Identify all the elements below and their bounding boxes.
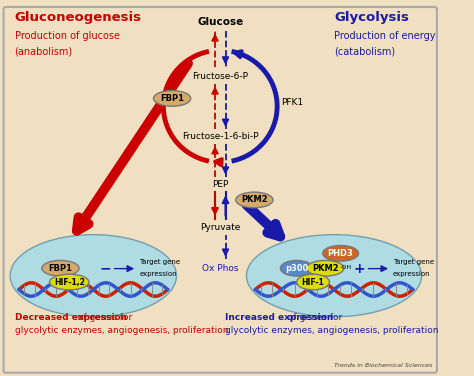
Text: PKM2: PKM2 (241, 196, 268, 205)
Text: of genes for: of genes for (75, 313, 132, 322)
Text: (catabolism): (catabolism) (334, 47, 395, 57)
Ellipse shape (323, 246, 358, 261)
Text: Gluconeogenesis: Gluconeogenesis (15, 11, 142, 24)
Text: +: + (353, 262, 365, 276)
Ellipse shape (246, 235, 421, 317)
Text: Pyruvate: Pyruvate (200, 223, 240, 232)
Text: Target gene: Target gene (139, 259, 181, 264)
Ellipse shape (297, 274, 329, 290)
Text: FBP1: FBP1 (48, 264, 73, 273)
Ellipse shape (307, 261, 344, 276)
Text: Target gene: Target gene (393, 259, 434, 264)
Ellipse shape (154, 91, 191, 106)
Text: -OH: -OH (339, 265, 351, 270)
Text: PHD3: PHD3 (328, 249, 354, 258)
Text: Fructose-6-P: Fructose-6-P (192, 71, 248, 80)
Text: HIF-1: HIF-1 (301, 277, 324, 287)
Text: Production of glucose: Production of glucose (15, 30, 119, 41)
Ellipse shape (236, 192, 273, 208)
Text: Fructose-1-6-bi-P: Fructose-1-6-bi-P (182, 132, 258, 141)
Text: Trends in Biochemical Sciences: Trends in Biochemical Sciences (334, 363, 433, 368)
Text: Decreased expression: Decreased expression (15, 313, 127, 322)
Text: glycolytic enzymes, angiogenesis, proliferation: glycolytic enzymes, angiogenesis, prolif… (225, 326, 438, 335)
Text: Increased expression: Increased expression (225, 313, 333, 322)
Text: HIF-1,2: HIF-1,2 (54, 277, 85, 287)
Ellipse shape (50, 274, 89, 290)
Text: expression: expression (393, 271, 430, 277)
Text: PKM2: PKM2 (312, 264, 338, 273)
Text: Glucose: Glucose (197, 17, 243, 27)
Text: Production of energy: Production of energy (334, 30, 436, 41)
Text: glycolytic enzymes, angiogenesis, proliferation: glycolytic enzymes, angiogenesis, prolif… (15, 326, 228, 335)
Text: p300: p300 (285, 264, 309, 273)
Text: (anabolism): (anabolism) (15, 47, 73, 57)
FancyBboxPatch shape (4, 7, 437, 373)
Text: FBP1: FBP1 (160, 94, 184, 103)
Ellipse shape (10, 235, 176, 317)
Text: PEP: PEP (212, 180, 228, 189)
Text: Ox Phos: Ox Phos (202, 264, 238, 273)
Text: expression: expression (139, 271, 177, 277)
Text: Glycolysis: Glycolysis (334, 11, 409, 24)
Text: PFK1: PFK1 (281, 98, 303, 107)
Text: −: − (100, 262, 111, 276)
Text: of genes for: of genes for (285, 313, 342, 322)
Ellipse shape (281, 261, 313, 276)
Ellipse shape (42, 261, 79, 276)
